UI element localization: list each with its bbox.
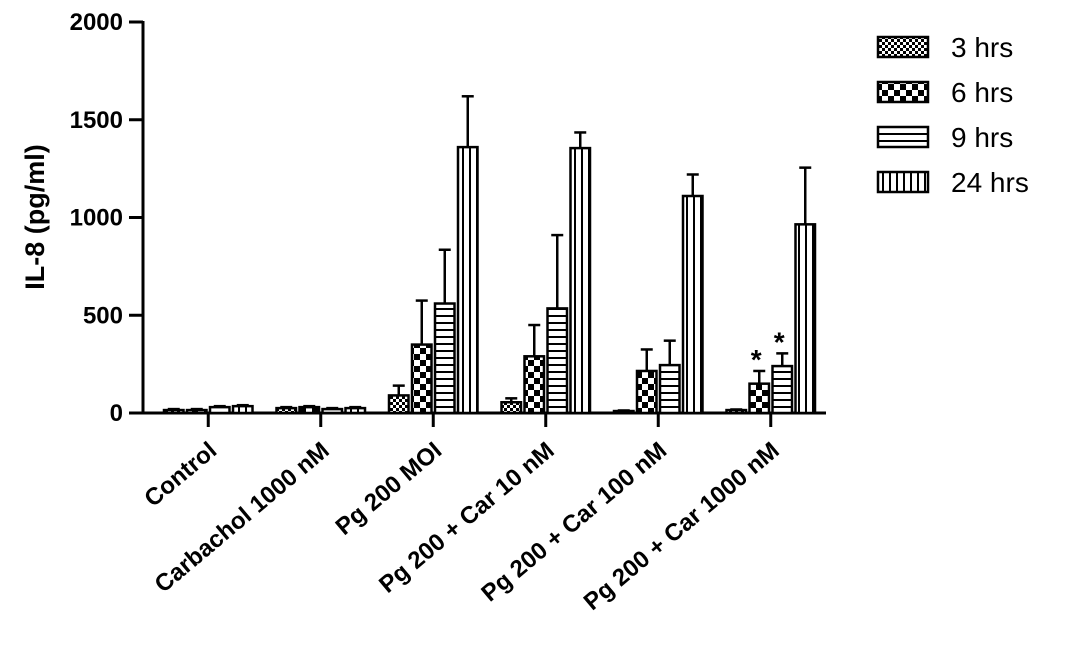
significance-marker: * <box>751 344 762 375</box>
bar <box>748 382 771 415</box>
bar <box>410 343 433 415</box>
y-tick-label: 1000 <box>70 205 123 232</box>
bar <box>546 307 569 415</box>
bar <box>387 394 410 415</box>
bar <box>275 406 298 415</box>
legend-label: 24 hrs <box>951 167 1029 198</box>
bar <box>523 355 546 415</box>
legend-swatch <box>876 170 930 194</box>
legend-label: 3 hrs <box>951 32 1013 63</box>
x-tick-label: Pg 200 + Car 100 nM <box>476 437 672 607</box>
bar <box>569 146 592 415</box>
legend-swatch <box>876 35 930 59</box>
bar <box>231 404 254 415</box>
y-tick-label: 2000 <box>70 9 123 36</box>
bar <box>456 145 479 415</box>
legend-label: 6 hrs <box>951 77 1013 108</box>
bar <box>185 408 208 415</box>
legend-swatch <box>876 80 930 104</box>
significance-marker: * <box>774 326 785 357</box>
bar <box>612 409 635 415</box>
bar <box>433 302 456 415</box>
bar <box>321 407 344 415</box>
bar <box>681 194 704 415</box>
bar <box>208 405 231 415</box>
bar <box>298 405 321 415</box>
legend-swatch <box>876 125 930 149</box>
bar <box>162 408 185 415</box>
legend-label: 9 hrs <box>951 122 1013 153</box>
y-axis-label: IL-8 (pg/ml) <box>20 144 50 289</box>
bar <box>500 400 523 415</box>
y-tick-label: 500 <box>83 302 123 329</box>
legend: 3 hrs 6 hrs 9 hrs 24 hrs <box>876 32 1029 198</box>
y-tick-label: 1500 <box>70 107 123 134</box>
bar <box>658 363 681 415</box>
bar <box>725 408 748 415</box>
bar <box>794 223 817 415</box>
x-tick-label: Control <box>139 437 222 513</box>
bar <box>344 406 367 415</box>
x-tick-label: Pg 200 MOI <box>331 437 447 541</box>
bar <box>771 364 794 415</box>
y-tick-label: 0 <box>110 400 123 427</box>
x-tick-label: Pg 200 + Car 1000 nM <box>579 437 785 616</box>
bar <box>635 369 658 415</box>
